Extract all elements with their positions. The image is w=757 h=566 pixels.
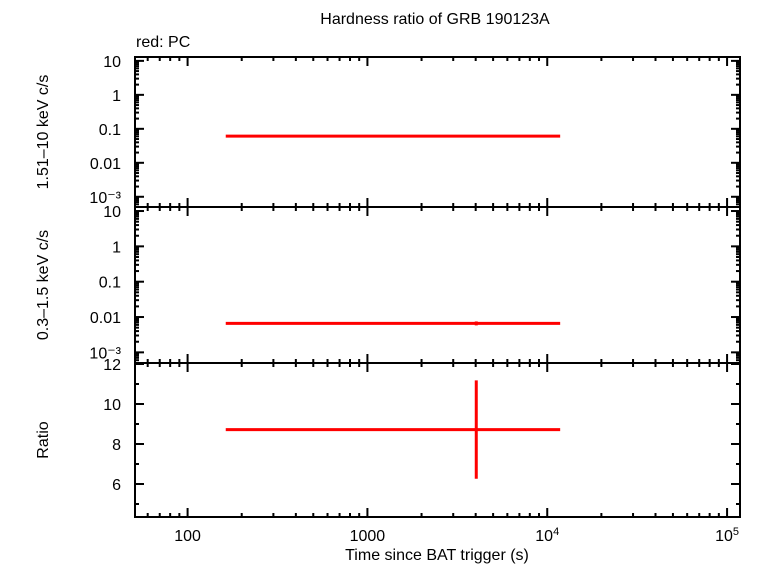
y-tick-label: 8 bbox=[112, 437, 121, 454]
data-point bbox=[225, 380, 561, 479]
panel-frame bbox=[134, 362, 741, 518]
panel-frame bbox=[134, 206, 741, 364]
legend-note: red: PC bbox=[136, 34, 190, 51]
x-tick-label: 105 bbox=[715, 526, 739, 545]
x-tick-labels: 100 1000 104 105 bbox=[174, 526, 739, 545]
panel-middle: 10 1 0.1 0.01 10⁻³ 0.3–1.5 keV c/s bbox=[35, 204, 741, 364]
y-tick-label: 1 bbox=[112, 88, 121, 105]
y-tick-label: 10 bbox=[103, 54, 121, 71]
y-tick-label: 0.01 bbox=[90, 310, 121, 327]
y-tick-label: 10 bbox=[103, 397, 121, 414]
y-tick-label: 10⁻³ bbox=[89, 190, 121, 207]
panel-top: 10 1 0.1 0.01 10⁻³ 1.51–10 keV c/s bbox=[35, 54, 741, 208]
chart-title: Hardness ratio of GRB 190123A bbox=[320, 11, 550, 28]
y-axis-label: 1.51–10 keV c/s bbox=[35, 75, 52, 190]
x-axis-label: Time since BAT trigger (s) bbox=[345, 547, 529, 564]
y-tick-label: 0.1 bbox=[99, 275, 121, 292]
y-tick-label: 0.1 bbox=[99, 122, 121, 139]
y-tick-label: 0.01 bbox=[90, 156, 121, 173]
y-tick-label: 10⁻³ bbox=[89, 345, 121, 362]
y-tick-label: 10 bbox=[103, 204, 121, 221]
y-tick-label: 1 bbox=[112, 239, 121, 256]
y-axis-label: 0.3–1.5 keV c/s bbox=[35, 230, 52, 340]
y-axis-label: Ratio bbox=[35, 421, 52, 458]
y-tick-label: 12 bbox=[103, 357, 121, 374]
x-tick-label: 104 bbox=[535, 526, 559, 545]
data-point bbox=[225, 321, 561, 326]
data-point bbox=[225, 134, 561, 138]
panel-frame bbox=[134, 56, 741, 208]
y-tick-label: 6 bbox=[112, 477, 121, 494]
x-tick-label: 100 bbox=[174, 528, 201, 545]
panel-bottom: 12 10 8 6 Ratio bbox=[35, 357, 741, 518]
x-tick-label: 1000 bbox=[350, 528, 386, 545]
